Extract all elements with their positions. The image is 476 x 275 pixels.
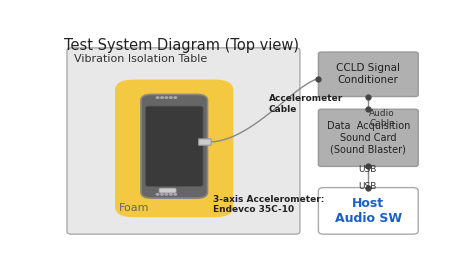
Text: USB: USB (357, 165, 376, 174)
Circle shape (156, 97, 159, 98)
FancyBboxPatch shape (318, 188, 417, 234)
Circle shape (165, 194, 168, 195)
Text: CCLD Signal
Conditioner: CCLD Signal Conditioner (336, 64, 399, 85)
Circle shape (165, 97, 168, 98)
FancyBboxPatch shape (198, 139, 211, 145)
Text: Data  Acquisition
Sound Card
(Sound Blaster): Data Acquisition Sound Card (Sound Blast… (326, 121, 409, 155)
Text: Foam: Foam (119, 203, 149, 213)
FancyBboxPatch shape (318, 52, 417, 97)
FancyBboxPatch shape (67, 48, 299, 234)
Text: Host
Audio SW: Host Audio SW (334, 197, 401, 225)
Circle shape (160, 194, 163, 195)
Circle shape (174, 97, 176, 98)
Text: Accelerometer
Cable: Accelerometer Cable (268, 94, 342, 114)
Circle shape (160, 97, 163, 98)
Circle shape (169, 97, 172, 98)
Circle shape (156, 194, 159, 195)
Circle shape (169, 194, 172, 195)
FancyBboxPatch shape (141, 94, 207, 198)
Text: 3-axis Accelerometer:
Endevco 35C-10: 3-axis Accelerometer: Endevco 35C-10 (213, 195, 324, 214)
Text: Test System Diagram (Top view): Test System Diagram (Top view) (64, 38, 298, 53)
FancyBboxPatch shape (159, 188, 176, 193)
Text: Audio
Cable: Audio Cable (368, 109, 394, 128)
Text: Vibration Isolation Table: Vibration Isolation Table (74, 54, 207, 64)
FancyBboxPatch shape (318, 109, 417, 166)
Text: USB: USB (357, 182, 376, 191)
Circle shape (174, 194, 176, 195)
FancyBboxPatch shape (145, 106, 203, 186)
FancyBboxPatch shape (115, 79, 233, 217)
